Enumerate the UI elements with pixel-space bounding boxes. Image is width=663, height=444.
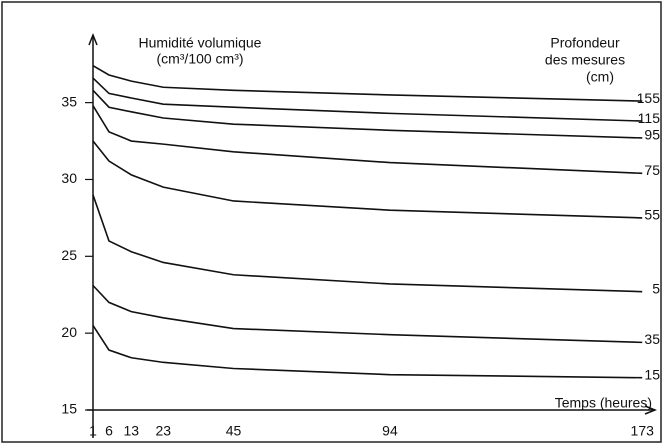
x-axis-arrow [644, 405, 658, 415]
line [92, 325, 643, 379]
x-axis-title: Temps (heures) [555, 395, 652, 411]
series-label: 5 [652, 280, 660, 296]
y-axis-subtitle: (cm³/100 cm³) [156, 51, 243, 67]
x-tick-label: 45 [226, 423, 242, 439]
line [92, 77, 643, 122]
y-tick-label: 35 [61, 93, 77, 109]
y-tick-label: 15 [61, 401, 77, 417]
legend-title: Profondeur [550, 35, 620, 51]
y-axis-title: Humidité volumique [139, 35, 262, 51]
line [92, 194, 643, 293]
x-tick-label: 173 [631, 423, 655, 439]
series-label: 15 [644, 366, 660, 382]
line [92, 89, 643, 139]
x-tick-label: 94 [382, 423, 398, 439]
y-tick-label: 25 [61, 247, 77, 263]
legend-title: (cm) [586, 69, 614, 85]
x-tick-label: 13 [124, 423, 140, 439]
y-tick-label: 20 [61, 324, 77, 340]
x-tick-label: 23 [155, 423, 171, 439]
y-axis-arrow [88, 32, 98, 46]
series-label: 75 [644, 162, 660, 178]
x-tick-label: 6 [105, 423, 113, 439]
series-label: 95 [644, 127, 660, 143]
legend-title: des mesures [545, 52, 625, 68]
line [92, 105, 643, 175]
line [92, 140, 643, 219]
x-tick-label: 1 [89, 423, 97, 439]
series-label: 155 [637, 90, 661, 106]
line [92, 65, 643, 102]
series-label: 55 [644, 207, 660, 223]
y-tick-label: 30 [61, 170, 77, 186]
line [92, 284, 643, 344]
series-label: 115 [638, 110, 661, 126]
series-label: 35 [644, 331, 660, 347]
